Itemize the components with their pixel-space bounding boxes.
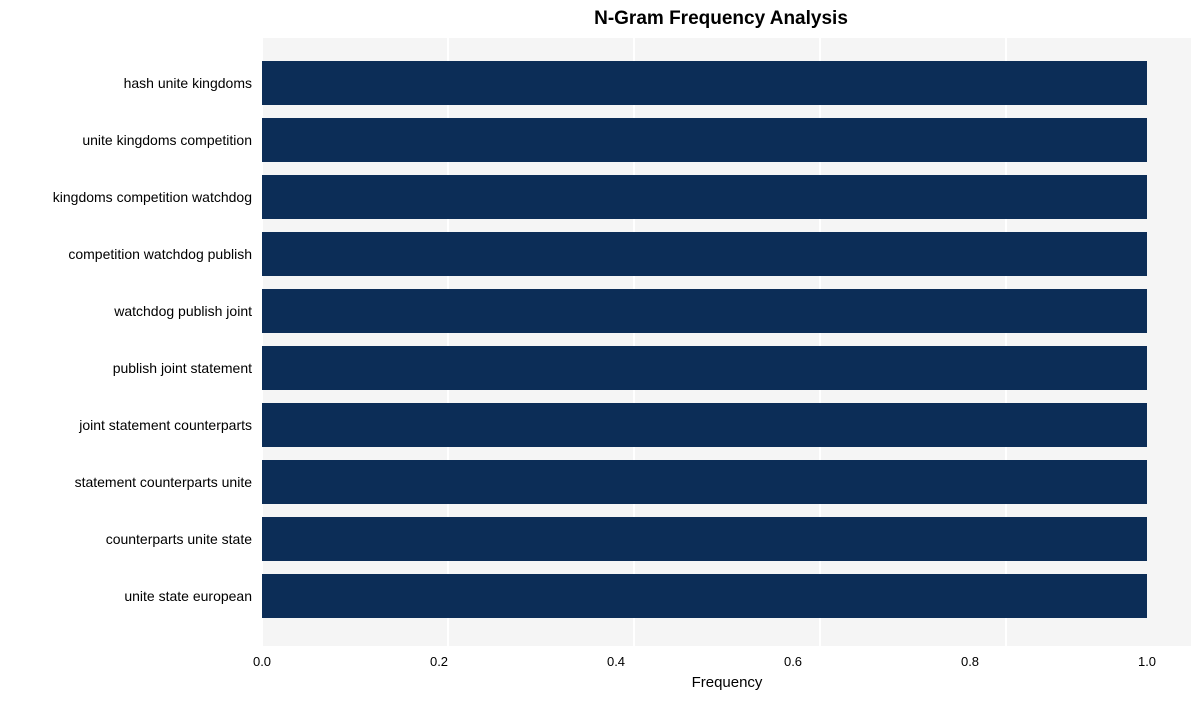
y-tick-label: publish joint statement <box>113 360 252 376</box>
bar-row <box>262 346 1147 390</box>
x-tick-label: 0.6 <box>784 654 802 669</box>
bar-row <box>262 460 1147 504</box>
y-tick-label: unite kingdoms competition <box>82 132 252 148</box>
y-tick-label: counterparts unite state <box>106 531 252 547</box>
y-tick-label: hash unite kingdoms <box>124 75 252 91</box>
y-tick-label: competition watchdog publish <box>68 246 252 262</box>
bar <box>262 232 1147 276</box>
x-axis-label: Frequency <box>692 674 763 691</box>
bar <box>262 118 1147 162</box>
bar <box>262 346 1147 390</box>
x-tick-label: 0.4 <box>607 654 625 669</box>
plot-area <box>262 38 1192 646</box>
bar <box>262 574 1147 618</box>
bar-row <box>262 232 1147 276</box>
y-tick-label: unite state european <box>124 588 252 604</box>
bar <box>262 61 1147 105</box>
bar <box>262 517 1147 561</box>
y-tick-label: joint statement counterparts <box>79 417 252 433</box>
bar-row <box>262 118 1147 162</box>
bar-row <box>262 403 1147 447</box>
y-tick-label: watchdog publish joint <box>114 303 252 319</box>
x-tick-label: 0.0 <box>253 654 271 669</box>
bar-row <box>262 517 1147 561</box>
x-tick-label: 1.0 <box>1138 654 1156 669</box>
bar-row <box>262 175 1147 219</box>
bar-row <box>262 289 1147 333</box>
bar-row <box>262 61 1147 105</box>
x-tick-label: 0.2 <box>430 654 448 669</box>
y-tick-label: statement counterparts unite <box>75 474 252 490</box>
chart-container: N-Gram Frequency Analysis Frequency 0.00… <box>10 8 1192 686</box>
y-tick-label: kingdoms competition watchdog <box>53 189 252 205</box>
chart-title: N-Gram Frequency Analysis <box>130 8 1192 30</box>
x-tick-label: 0.8 <box>961 654 979 669</box>
bar <box>262 460 1147 504</box>
bar <box>262 175 1147 219</box>
bar <box>262 403 1147 447</box>
x-axis: Frequency 0.00.20.40.60.81.0 <box>262 646 1192 686</box>
bar-row <box>262 574 1147 618</box>
bar <box>262 289 1147 333</box>
